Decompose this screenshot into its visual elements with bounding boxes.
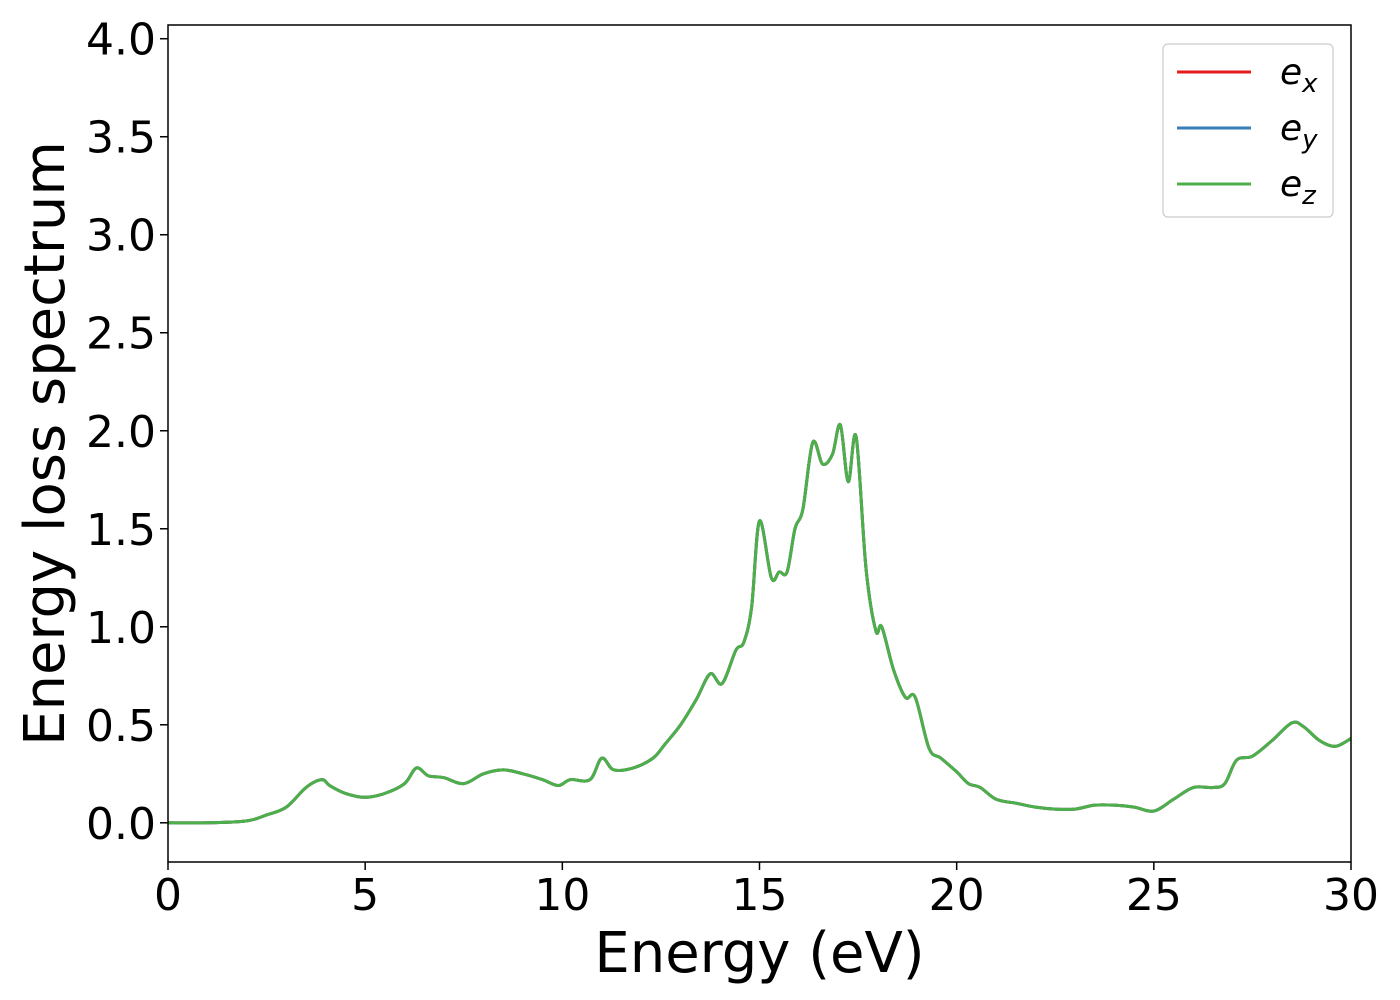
y-tick-label: 3.5 bbox=[86, 113, 156, 164]
series-line-e-z bbox=[168, 423, 1351, 825]
y-tick-label: 0.0 bbox=[86, 799, 156, 850]
legend: ex ey ez bbox=[1162, 43, 1334, 218]
plot-background bbox=[168, 25, 1351, 862]
legend-label-e-x: ex bbox=[1280, 52, 1318, 99]
legend-frame bbox=[1162, 43, 1334, 218]
x-tick-label: 25 bbox=[1126, 870, 1182, 921]
x-tick-label: 15 bbox=[732, 870, 788, 921]
y-tick-label: 2.0 bbox=[86, 407, 156, 458]
y-tick-label: 1.5 bbox=[86, 505, 156, 556]
y-tick-label: 0.5 bbox=[86, 701, 156, 752]
legend-label-e-y: ey bbox=[1280, 108, 1318, 155]
y-axis: 0.0 0.5 1.0 1.5 2.0 2.5 3.0 3.5 4.0 bbox=[86, 15, 168, 850]
y-tick-label: 3.0 bbox=[86, 211, 156, 262]
legend-label-e-z: ez bbox=[1280, 164, 1317, 211]
y-tick-label: 4.0 bbox=[86, 15, 156, 66]
x-tick-label: 10 bbox=[534, 870, 590, 921]
x-tick-label: 30 bbox=[1323, 870, 1379, 921]
x-tick-label: 20 bbox=[929, 870, 985, 921]
y-tick-label: 1.0 bbox=[86, 603, 156, 654]
x-axis: 0 5 10 15 20 25 30 bbox=[154, 862, 1379, 921]
series-layer bbox=[168, 423, 1351, 825]
x-axis-label: Energy (eV) bbox=[594, 921, 924, 986]
x-tick-label: 0 bbox=[154, 870, 182, 921]
y-tick-label: 2.5 bbox=[86, 309, 156, 360]
y-axis-label: Energy loss spectrum bbox=[13, 141, 78, 746]
x-tick-label: 5 bbox=[351, 870, 379, 921]
